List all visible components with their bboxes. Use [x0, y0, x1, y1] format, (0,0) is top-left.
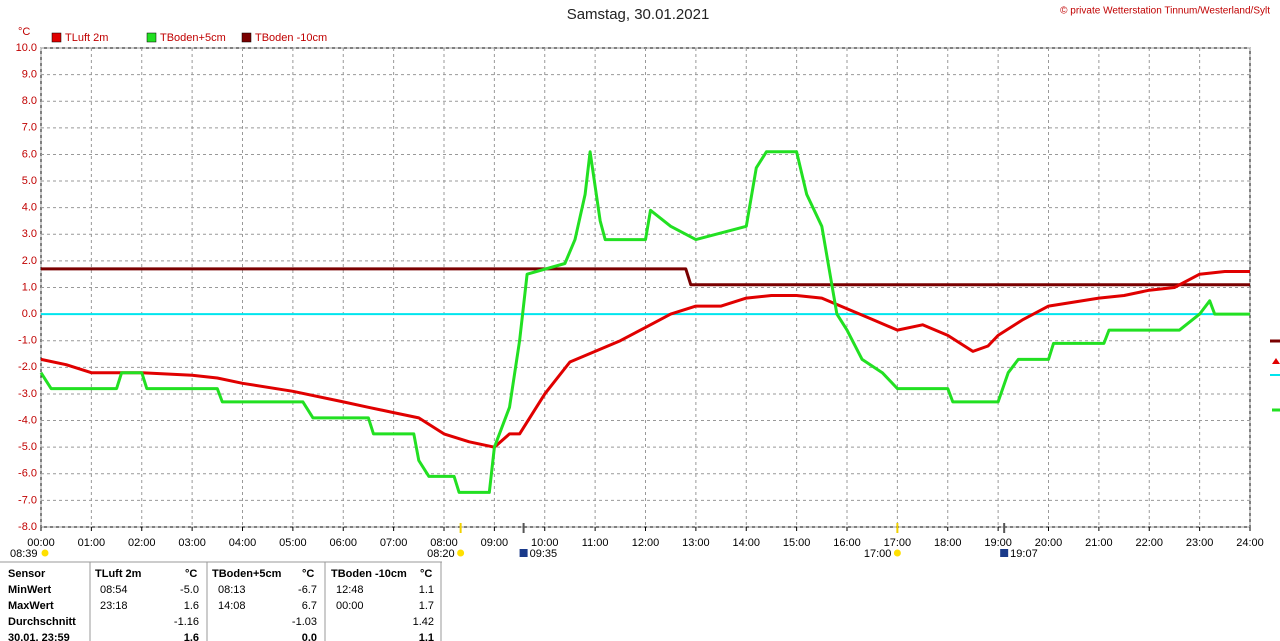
x-tick-label: 11:00 [582, 537, 609, 549]
event-icon [519, 549, 528, 557]
series-line [40, 270, 1250, 449]
table-cell: -5.0 [180, 584, 199, 596]
event-label: 08:39 [10, 548, 38, 560]
y-tick-label: 8.0 [22, 95, 37, 107]
chart-title: Samstag, 30.01.2021 [567, 6, 710, 23]
y-tick-label: 0.0 [22, 308, 37, 320]
x-tick-label: 08:00 [430, 537, 458, 549]
event-label: 08:20 [427, 548, 455, 560]
legend-label: TBoden -10cm [255, 32, 327, 44]
table-header: °C [420, 568, 432, 580]
legend-swatch [51, 32, 62, 43]
x-tick-label: 05:00 [279, 537, 307, 549]
event-icon [41, 549, 49, 557]
table-cell: 14:08 [218, 600, 246, 612]
table-cell: 1.1 [419, 632, 434, 641]
x-tick-label: 12:00 [632, 537, 660, 549]
y-tick-label: -5.0 [18, 441, 37, 453]
table-cell: 12:48 [336, 584, 364, 596]
series-line [39, 150, 1250, 494]
y-tick-label: 1.0 [22, 281, 37, 293]
table-header: TLuft 2m [95, 568, 142, 580]
legend-label: TLuft 2m [65, 32, 108, 44]
legend-label: TBoden+5cm [160, 32, 226, 44]
x-tick-label: 02:00 [128, 537, 156, 549]
x-tick-label: 24:00 [1236, 537, 1264, 549]
x-tick-label: 19:00 [984, 537, 1012, 549]
table-cell: MaxWert [8, 600, 54, 612]
y-tick-label: 6.0 [22, 148, 37, 160]
x-tick-label: 16:00 [833, 537, 861, 549]
table-cell: 1.1 [419, 584, 434, 596]
y-tick-label: -8.0 [18, 521, 37, 533]
y-tick-label: 4.0 [22, 202, 37, 214]
x-tick-label: 14:00 [732, 537, 760, 549]
event-label: 17:00 [864, 548, 892, 560]
y-tick-label: -3.0 [18, 388, 37, 400]
series-line [41, 267, 1250, 287]
table-cell: 00:00 [336, 600, 364, 612]
table-cell: 30.01. 23:59 [8, 632, 70, 641]
x-tick-label: 21:00 [1085, 537, 1113, 549]
table-cell: 08:13 [218, 584, 246, 596]
x-tick-label: 00:00 [27, 537, 55, 549]
table-cell: 1.7 [419, 600, 434, 612]
table-cell: -1.16 [174, 616, 199, 628]
y-unit: °C [18, 26, 30, 38]
x-tick-label: 15:00 [783, 537, 811, 549]
y-tick-label: 5.0 [22, 175, 37, 187]
x-tick-label: 22:00 [1135, 537, 1163, 549]
table-cell: MinWert [8, 584, 52, 596]
y-tick-label: 3.0 [22, 228, 37, 240]
x-tick-label: 13:00 [682, 537, 710, 549]
table-cell: 6.7 [302, 600, 317, 612]
x-tick-label: 23:00 [1186, 537, 1214, 549]
y-tick-label: 2.0 [22, 255, 37, 267]
x-tick-label: 09:00 [481, 537, 509, 549]
table-cell: 1.6 [184, 600, 199, 612]
event-icon [893, 549, 901, 557]
copyright: © private Wetterstation Tinnum/Westerlan… [1060, 6, 1270, 17]
table-cell: 23:18 [100, 600, 128, 612]
event-icon [457, 549, 465, 557]
x-tick-label: 20:00 [1035, 537, 1063, 549]
table-cell: 1.42 [413, 616, 434, 628]
table-header: °C [302, 568, 314, 580]
event-label: 19:07 [1010, 548, 1038, 560]
table-header: TBoden+5cm [212, 568, 282, 580]
table-cell: Durchschnitt [8, 616, 76, 628]
y-tick-label: 9.0 [22, 69, 37, 81]
table-header: °C [185, 568, 197, 580]
table-header: TBoden -10cm [331, 568, 407, 580]
x-tick-label: 04:00 [229, 537, 257, 549]
legend-swatch [146, 32, 157, 43]
y-tick-label: -2.0 [18, 361, 37, 373]
y-tick-label: -1.0 [18, 335, 37, 347]
y-tick-label: 7.0 [22, 122, 37, 134]
event-label: 09:35 [530, 548, 558, 560]
table-cell: 08:54 [100, 584, 128, 596]
event-icon [1000, 549, 1009, 557]
table-cell: 1.6 [184, 632, 199, 641]
table-cell: -6.7 [298, 584, 317, 596]
right-marks [1270, 339, 1280, 412]
legend-swatch [241, 32, 252, 43]
y-tick-label: -6.0 [18, 468, 37, 480]
x-tick-label: 18:00 [934, 537, 962, 549]
table-header: Sensor [8, 568, 46, 580]
y-tick-label: 10.0 [16, 42, 37, 54]
x-tick-label: 03:00 [178, 537, 206, 549]
x-tick-label: 01:00 [78, 537, 106, 549]
y-tick-label: -7.0 [18, 494, 37, 506]
x-tick-label: 17:00 [884, 537, 912, 549]
x-tick-label: 06:00 [329, 537, 357, 549]
x-tick-label: 07:00 [380, 537, 408, 549]
x-tick-label: 10:00 [531, 537, 559, 549]
table-cell: -1.03 [292, 616, 317, 628]
y-tick-label: -4.0 [18, 414, 37, 426]
table-cell: 0.0 [302, 632, 317, 641]
